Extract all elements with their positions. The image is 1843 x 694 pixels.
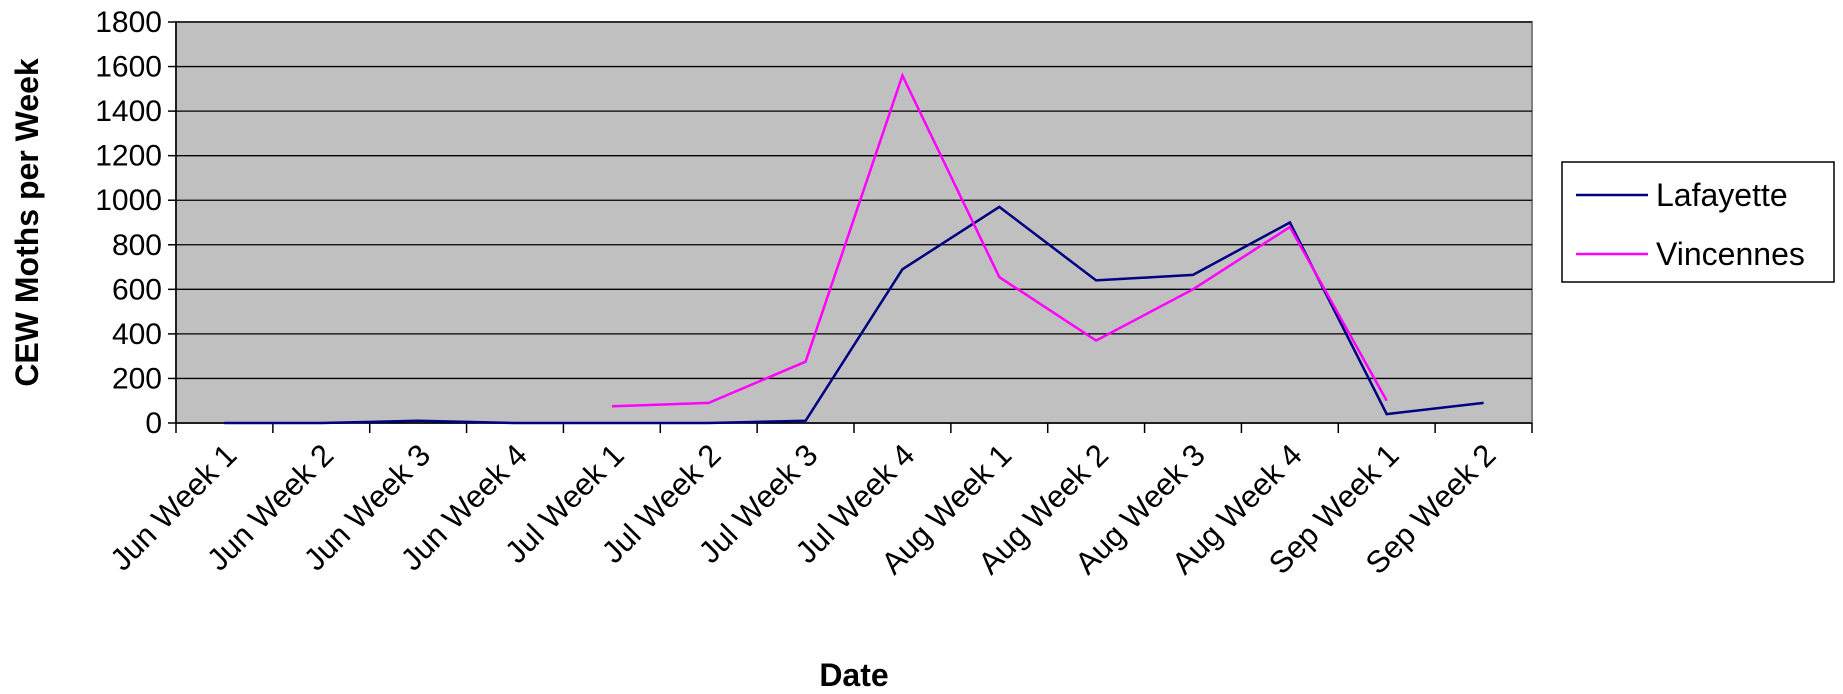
y-tick-label: 1200 [95,140,162,173]
y-tick-label: 600 [112,273,162,306]
legend-label: Lafayette [1656,177,1788,213]
y-tick-label: 0 [145,407,162,440]
series-lines [224,72,1484,425]
legend: Lafayette Vincennes [1561,161,1835,283]
y-tick-label: 1800 [95,6,162,39]
y-tick-label: 1000 [95,184,162,217]
gridlines [176,21,1532,380]
series-line-vincennes [611,72,1388,408]
axes [168,21,1533,433]
legend-label: Vincennes [1656,236,1805,272]
legend-box [1561,161,1835,283]
y-tick-label: 1400 [95,95,162,128]
y-tick-label: 1600 [95,51,162,84]
series-line-lafayette [224,205,1484,425]
y-tick-label: 800 [112,229,162,262]
y-tick-label: 400 [112,318,162,351]
y-tick-label: 200 [112,362,162,395]
y-axis-title: CEW Moths per Week [9,58,45,387]
y-tick-labels: 0 200 400 600 800 1000 1200 1400 1600 1800 [95,6,162,440]
x-axis-title: Date [819,657,888,693]
